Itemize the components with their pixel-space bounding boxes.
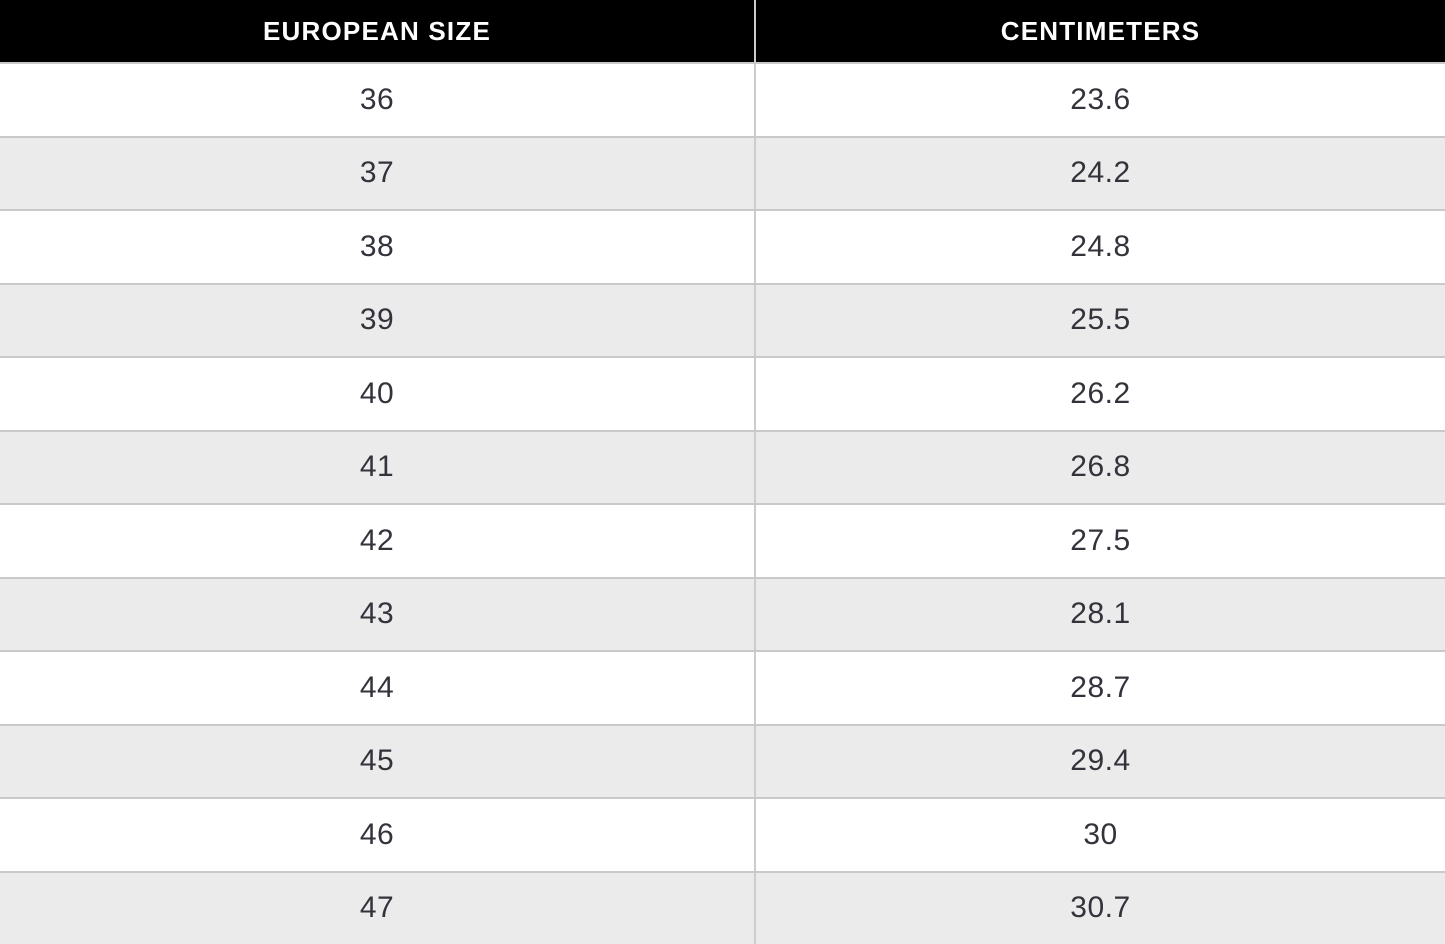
centimeters-cell: 27.5 — [756, 505, 1445, 577]
european-size-cell: 43 — [0, 579, 756, 651]
european-size-cell: 37 — [0, 138, 756, 210]
column-header-centimeters: CENTIMETERS — [756, 0, 1445, 62]
european-size-cell: 40 — [0, 358, 756, 430]
centimeters-cell: 29.4 — [756, 726, 1445, 798]
table-row: 45 29.4 — [0, 724, 1445, 798]
table-row: 36 23.6 — [0, 62, 1445, 136]
european-size-cell: 46 — [0, 799, 756, 871]
table-row: 41 26.8 — [0, 430, 1445, 504]
centimeters-cell: 26.8 — [756, 432, 1445, 504]
european-size-cell: 42 — [0, 505, 756, 577]
column-header-european-size: EUROPEAN SIZE — [0, 0, 756, 62]
european-size-cell: 38 — [0, 211, 756, 283]
table-row: 40 26.2 — [0, 356, 1445, 430]
table-row: 42 27.5 — [0, 503, 1445, 577]
centimeters-cell: 24.2 — [756, 138, 1445, 210]
table-body: 36 23.6 37 24.2 38 24.8 39 25.5 40 26.2 … — [0, 62, 1445, 944]
european-size-cell: 39 — [0, 285, 756, 357]
european-size-cell: 36 — [0, 64, 756, 136]
centimeters-cell: 28.1 — [756, 579, 1445, 651]
table-row: 38 24.8 — [0, 209, 1445, 283]
table-row: 44 28.7 — [0, 650, 1445, 724]
table-row: 37 24.2 — [0, 136, 1445, 210]
centimeters-cell: 30.7 — [756, 873, 1445, 944]
european-size-cell: 41 — [0, 432, 756, 504]
european-size-cell: 45 — [0, 726, 756, 798]
european-size-cell: 47 — [0, 873, 756, 944]
table-row: 47 30.7 — [0, 871, 1445, 944]
table-row: 46 30 — [0, 797, 1445, 871]
centimeters-cell: 23.6 — [756, 64, 1445, 136]
table-row: 43 28.1 — [0, 577, 1445, 651]
centimeters-cell: 26.2 — [756, 358, 1445, 430]
centimeters-cell: 30 — [756, 799, 1445, 871]
centimeters-cell: 25.5 — [756, 285, 1445, 357]
table-row: 39 25.5 — [0, 283, 1445, 357]
european-size-cell: 44 — [0, 652, 756, 724]
centimeters-cell: 28.7 — [756, 652, 1445, 724]
table-header-row: EUROPEAN SIZE CENTIMETERS — [0, 0, 1445, 62]
centimeters-cell: 24.8 — [756, 211, 1445, 283]
